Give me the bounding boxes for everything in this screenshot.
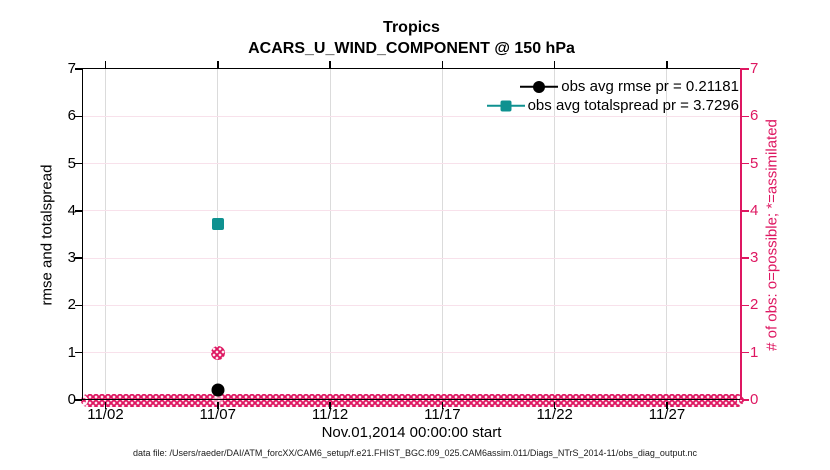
x-tick-top (553, 60, 556, 68)
x-tick-top (329, 60, 331, 68)
legend-item-totalspread: obs avg totalspread pr = 3.7296 (486, 96, 739, 115)
y-gridline (83, 352, 740, 354)
y-tick-right (741, 399, 749, 401)
left-y-axis-label: rmse and totalspread (38, 164, 56, 306)
y-tick-right (741, 115, 749, 118)
x-tick-top (441, 60, 444, 68)
y-gridline (83, 210, 740, 212)
x-tick-label: 11/17 (424, 406, 461, 423)
y-tick-label-left: 1 (67, 343, 76, 361)
y-tick-left (74, 399, 82, 401)
plot-subtitle: ACARS_U_WIND_COMPONENT @ 150 hPa (248, 40, 575, 57)
y-tick-right (741, 210, 749, 212)
y-tick-left (74, 210, 82, 212)
x-tick-bottom (104, 401, 107, 409)
y-gridline (83, 115, 740, 117)
y-tick-right (741, 257, 749, 259)
band-assimilated-spot (212, 394, 223, 406)
x-tick-label: 11/22 (536, 406, 573, 423)
x-tick-top (666, 60, 668, 68)
y-tick-label-left: 6 (67, 107, 76, 125)
left-axis-line (81, 67, 83, 400)
y-tick-right (741, 162, 749, 165)
y-tick-left (74, 115, 82, 118)
y-tick-left (74, 351, 82, 354)
y-tick-left (74, 68, 82, 70)
x-gridline (441, 69, 443, 400)
x-tick-bottom (441, 401, 444, 409)
totalspread-marker (211, 217, 224, 230)
square-marker-icon (500, 100, 512, 111)
data-file-path: data file: /Users/raeder/DAI/ATM_forcXX/… (133, 448, 697, 458)
y-tick-label-right: 4 (750, 201, 759, 219)
rmse-marker (211, 383, 225, 397)
legend-label-totalspread: obs avg totalspread pr = 3.7296 (527, 97, 739, 114)
plot-title: Tropics (383, 19, 440, 36)
x-gridline (217, 69, 219, 400)
legend: obs avg rmse pr = 0.21181 obs avg totals… (486, 77, 739, 115)
obs-possible-count-marker (210, 345, 225, 360)
y-tick-label-right: 6 (750, 107, 759, 125)
y-tick-label-right: 2 (750, 296, 759, 314)
y-tick-label-right: 0 (750, 391, 759, 408)
y-gridline (83, 304, 740, 306)
y-tick-label-right: 5 (750, 154, 759, 172)
y-tick-label-left: 0 (67, 391, 76, 408)
title-block: Tropics ACARS_U_WIND_COMPONENT @ 150 hPa (83, 17, 740, 59)
bottom-axis-line (81, 398, 740, 400)
x-tick-label: 11/27 (648, 406, 686, 423)
legend-item-rmse: obs avg rmse pr = 0.21181 (487, 77, 739, 96)
x-tick-top (104, 60, 107, 68)
x-tick-bottom (329, 401, 331, 409)
top-axis-line (81, 67, 740, 69)
x-axis-label: Nov.01,2014 00:00:00 start (321, 424, 502, 441)
circle-marker-icon (533, 80, 546, 93)
x-tick-label: 11/07 (199, 406, 236, 423)
x-gridline (666, 69, 668, 400)
y-tick-label-left: 4 (67, 201, 76, 219)
x-gridline (554, 69, 556, 400)
x-tick-bottom (666, 401, 668, 409)
rmse-line-circle-icon (520, 80, 559, 94)
y-tick-label-right: 7 (750, 60, 759, 77)
x-gridline (104, 69, 106, 400)
y-tick-label-right: 3 (750, 249, 759, 267)
right-axis-line (740, 67, 742, 400)
y-tick-label-left: 5 (67, 154, 76, 172)
y-tick-label-left: 3 (67, 249, 76, 267)
x-tick-bottom (217, 401, 219, 409)
plot-area: obs avg rmse pr = 0.21181 obs avg totals… (74, 60, 749, 409)
y-tick-label-left: 2 (67, 296, 76, 314)
y-tick-left (74, 257, 82, 259)
y-tick-right (741, 351, 749, 354)
y-tick-right (741, 68, 749, 70)
y-tick-right (741, 304, 749, 307)
totalspread-line-square-icon (486, 99, 525, 113)
x-tick-top (217, 60, 219, 68)
obs-count-zero-band (81, 393, 744, 407)
x-tick-bottom (553, 401, 556, 409)
y-gridline (83, 163, 740, 165)
x-tick-label: 11/12 (311, 406, 349, 423)
y-gridline (83, 257, 740, 259)
y-tick-label-left: 7 (67, 60, 76, 77)
legend-label-rmse: obs avg rmse pr = 0.21181 (561, 78, 739, 95)
x-gridline (329, 69, 331, 400)
y-tick-left (74, 304, 82, 307)
y-tick-left (74, 162, 82, 165)
x-tick-label: 11/02 (87, 406, 124, 423)
y-tick-label-right: 1 (750, 343, 759, 361)
